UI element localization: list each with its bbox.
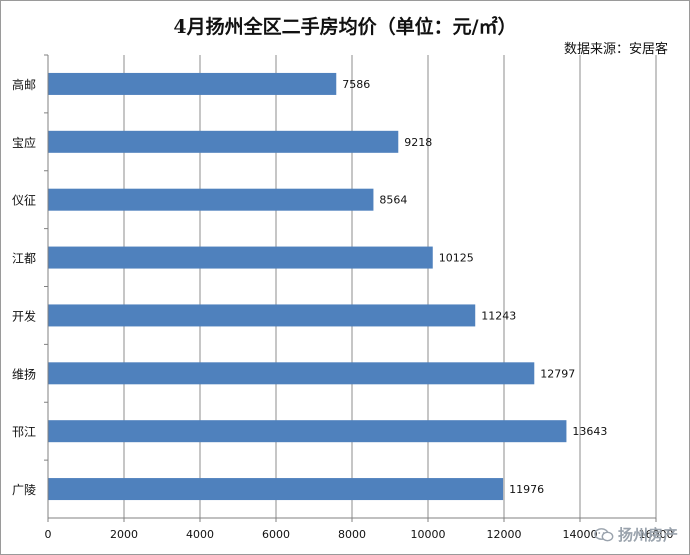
bar [48,72,337,95]
data-label: 11976 [509,483,544,496]
category-label: 高邮 [12,77,36,92]
category-label: 维扬 [12,366,36,381]
bar [48,304,476,327]
category-label: 广陵 [12,483,36,497]
bar [48,130,399,153]
x-axis-ticks: 0 2000 4000 6000 8000 10000 12000 14000 16000 [45,518,674,541]
bar [48,362,535,385]
x-tick-label: 4000 [186,528,214,541]
x-tick-label: 10000 [411,528,446,541]
category-label: 仪征 [12,194,36,208]
data-label: 9218 [404,136,432,149]
data-label: 12797 [540,367,575,380]
data-labels: 7586 9218 8564 10125 11243 12797 13643 11976 [342,78,607,496]
data-label: 11243 [481,309,516,322]
bar [48,188,374,211]
category-label: 江都 [12,252,36,266]
x-tick-label: 14000 [563,528,598,541]
bar [48,478,504,501]
x-tick-label: 12000 [487,528,522,541]
data-label: 8564 [379,194,407,207]
chart-title: 4月扬州全区二手房均价（单位：元/㎡） [173,16,517,38]
x-tick-label: 0 [45,528,52,541]
bar [48,246,433,269]
watermark-text: 扬州房产 [617,526,678,544]
x-tick-label: 8000 [338,528,366,541]
x-tick-label: 16000 [639,528,674,541]
bar [48,420,567,443]
x-tick-label: 6000 [262,528,290,541]
grid-lines [123,55,657,518]
data-label: 13643 [572,425,607,438]
category-label: 开发 [12,308,36,323]
data-label: 7586 [342,78,370,91]
category-label: 宝应 [12,135,36,150]
category-label: 邗江 [12,425,36,439]
wechat-icon [594,527,614,541]
bars [48,72,567,501]
data-label: 10125 [439,252,474,265]
x-tick-label: 2000 [110,528,138,541]
watermark: 扬州房产 [594,524,678,545]
source-note: 数据来源：安居客 [563,42,668,57]
